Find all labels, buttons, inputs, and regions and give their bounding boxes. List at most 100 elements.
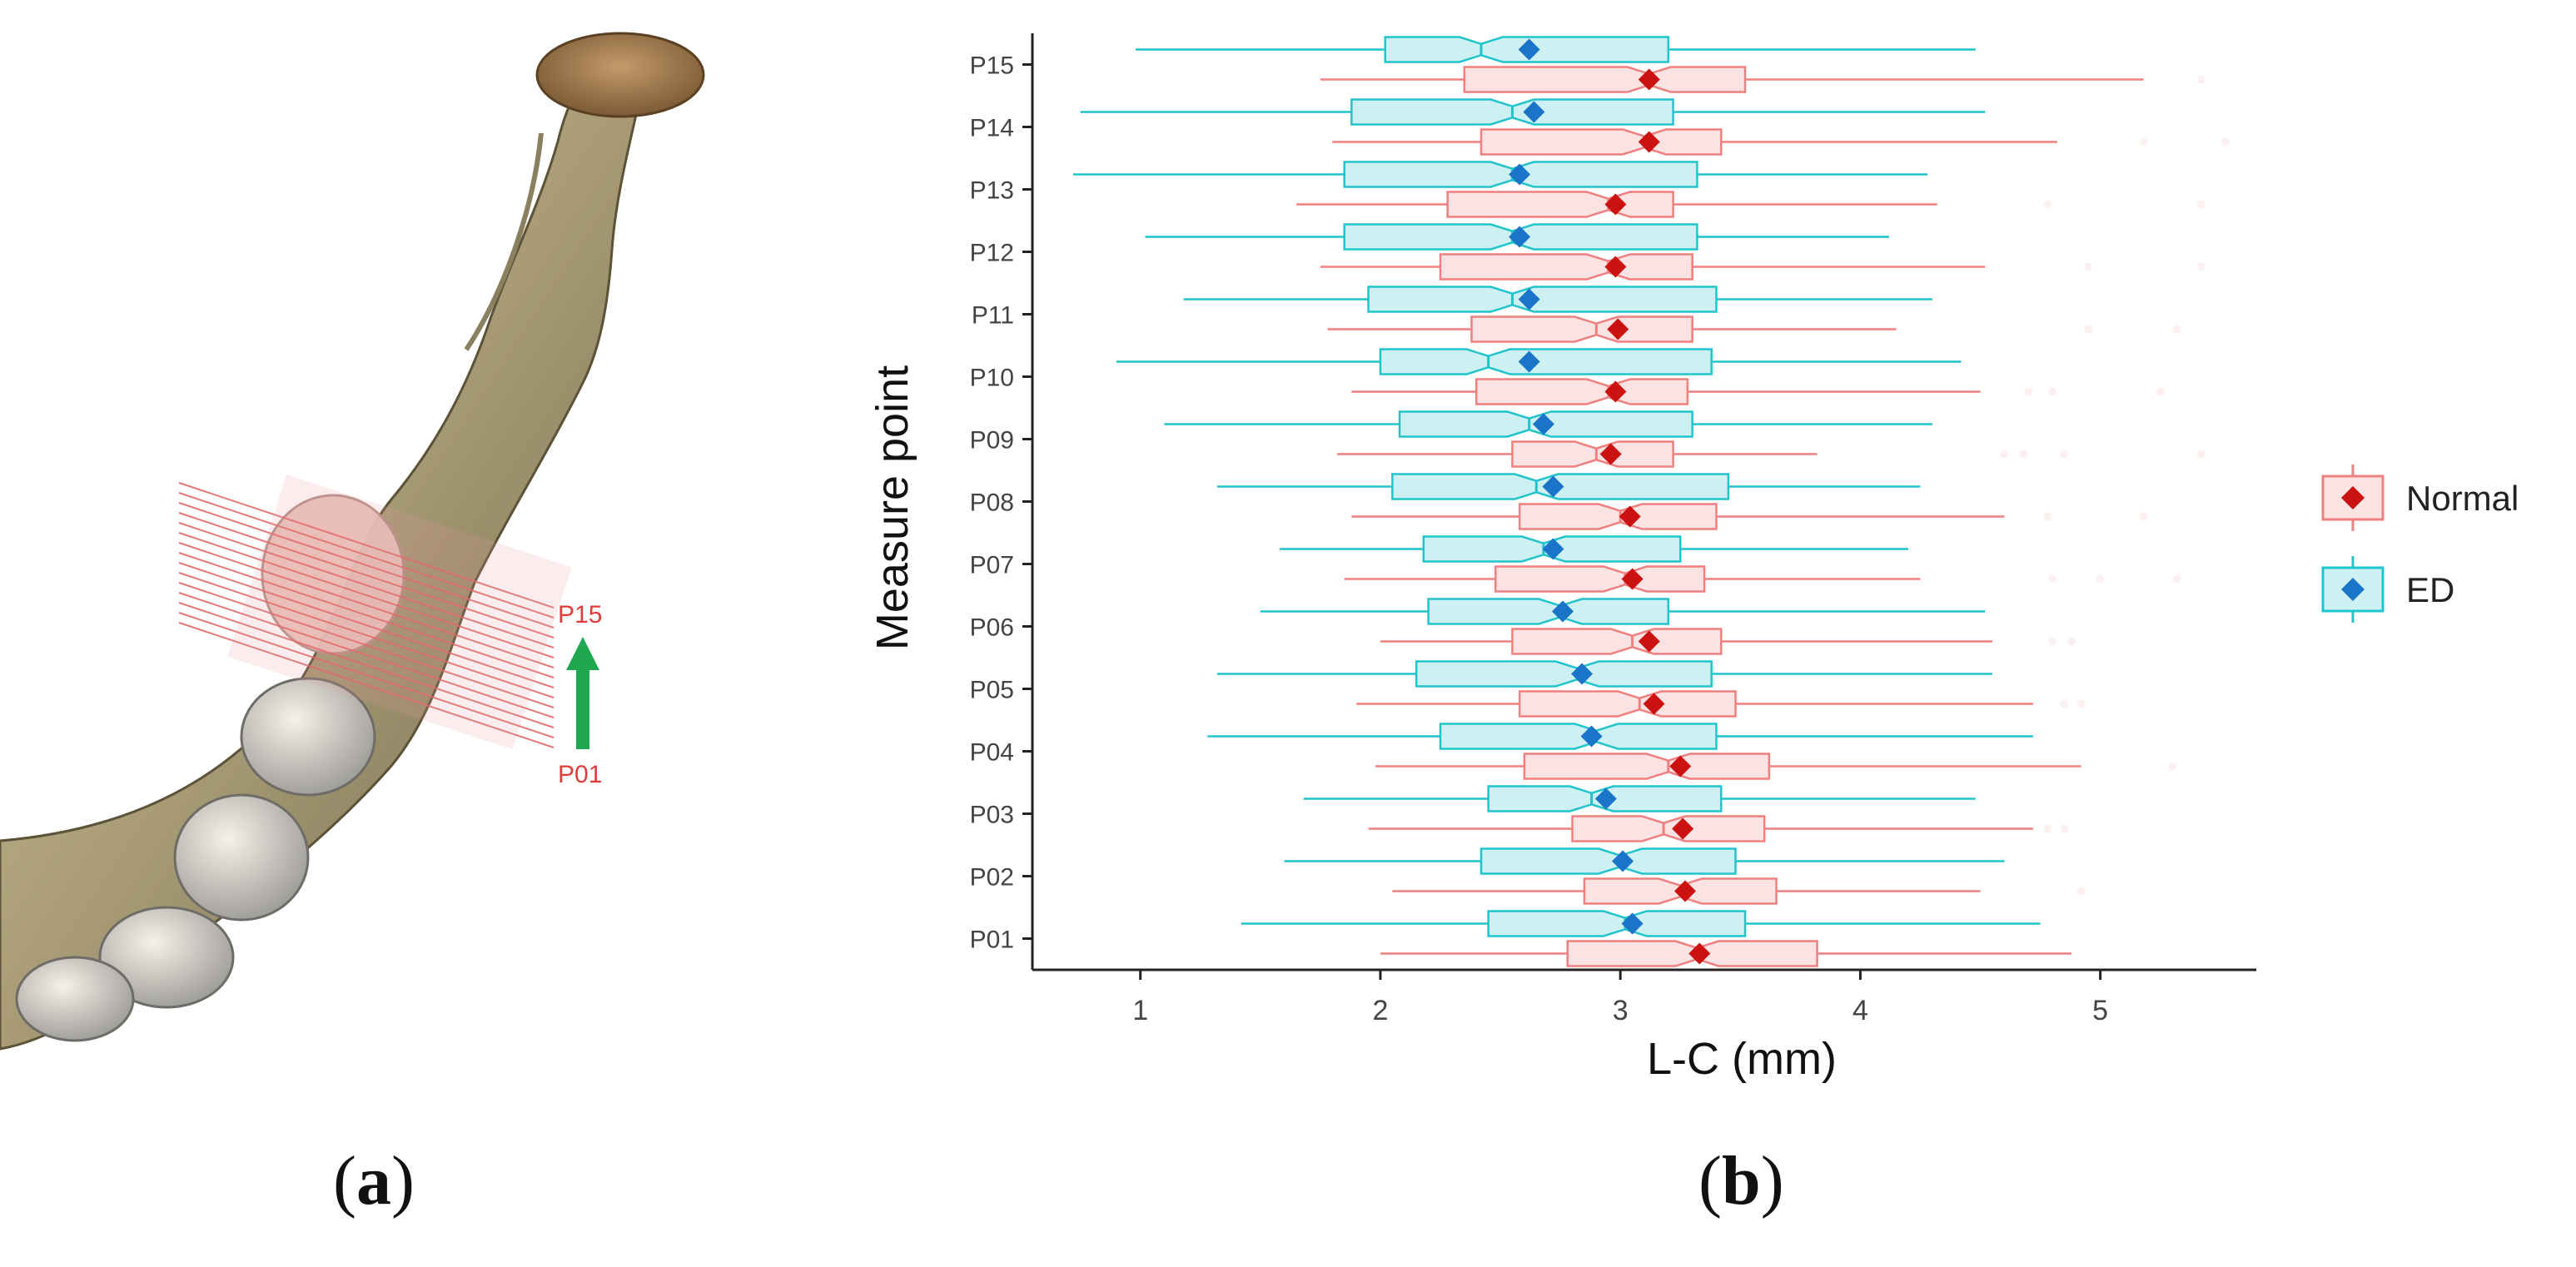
mean-marker xyxy=(1580,725,1603,748)
box-group xyxy=(1216,660,1992,688)
outlier-point xyxy=(2172,325,2181,334)
y-tick-label: P12 xyxy=(970,240,1014,267)
box-group xyxy=(1260,598,1986,625)
box xyxy=(1439,723,1718,750)
arrow-up-icon xyxy=(566,637,599,749)
mean-marker xyxy=(1542,475,1564,498)
outlier-point xyxy=(2043,824,2052,833)
mean-marker xyxy=(1688,942,1711,965)
outlier-point xyxy=(2084,262,2093,271)
box xyxy=(1518,690,1737,718)
box-group xyxy=(1351,503,2148,530)
mean-marker xyxy=(1509,163,1531,186)
box xyxy=(1463,66,1747,93)
legend: Normal ED xyxy=(2321,465,2519,623)
y-tick-label: P01 xyxy=(970,927,1014,954)
measure-line xyxy=(178,592,554,718)
outlier-point xyxy=(2060,450,2069,459)
mean-marker xyxy=(1518,288,1540,311)
box xyxy=(1518,503,1718,530)
box xyxy=(1439,253,1693,281)
box-group xyxy=(1296,191,2206,218)
legend-label: ED xyxy=(2406,570,2454,609)
measure-region xyxy=(227,475,572,749)
caption-b: (b) xyxy=(1698,1142,1784,1220)
measure-lines xyxy=(178,482,554,748)
mean-marker xyxy=(1638,131,1660,153)
outlier-point xyxy=(2139,137,2148,147)
outlier-point xyxy=(2139,512,2148,521)
outlier-point xyxy=(2048,574,2056,584)
y-tick-label: P14 xyxy=(970,115,1014,142)
box xyxy=(1427,598,1670,625)
box xyxy=(1379,348,1713,375)
box-group xyxy=(1303,785,1976,812)
label-p15: P15 xyxy=(558,601,602,629)
measure-line xyxy=(178,512,554,638)
box xyxy=(1479,847,1737,875)
mean-marker xyxy=(1552,600,1574,623)
y-tick-label: P10 xyxy=(970,365,1014,392)
box-group xyxy=(1145,223,1889,251)
x-tick-label: 3 xyxy=(1613,995,1629,1026)
mean-marker xyxy=(1532,413,1554,435)
outlier-point xyxy=(2196,200,2206,209)
caption-a: (a) xyxy=(333,1142,415,1220)
outlier-point xyxy=(2019,450,2028,459)
y-tick-label: P15 xyxy=(970,52,1014,80)
legend-mean-marker xyxy=(2341,578,2365,601)
y-tick-label: P09 xyxy=(970,427,1014,455)
box-group xyxy=(1284,847,2005,875)
mean-marker xyxy=(1518,350,1540,373)
outlier-point xyxy=(2076,699,2086,708)
mean-marker xyxy=(1523,101,1545,123)
outlier-point xyxy=(2048,387,2056,396)
box-group xyxy=(1164,410,1932,438)
measure-line xyxy=(178,502,554,629)
outlier-point xyxy=(2060,699,2069,708)
mean-marker xyxy=(1599,443,1622,465)
label-p01: P01 xyxy=(558,761,602,788)
box xyxy=(1523,753,1771,780)
box-group xyxy=(1320,66,2206,93)
measure-line xyxy=(178,612,554,738)
outlier-point xyxy=(2156,387,2165,396)
box-group xyxy=(1116,348,1962,375)
measure-line xyxy=(178,582,554,708)
outlier-point xyxy=(2043,200,2052,209)
box-group xyxy=(1380,628,2076,655)
box xyxy=(1470,316,1693,343)
outlier-point xyxy=(2196,262,2206,271)
box xyxy=(1479,128,1723,156)
box-group xyxy=(1241,910,2041,937)
mean-marker xyxy=(1643,693,1665,715)
box-group xyxy=(1279,535,1909,563)
outlier-point xyxy=(2172,574,2181,584)
tooth-4 xyxy=(15,956,135,1042)
mean-marker xyxy=(1571,663,1594,685)
box-group xyxy=(1183,286,1932,313)
box-group xyxy=(1368,815,2069,842)
mean-marker xyxy=(1604,256,1627,278)
outlier-point xyxy=(2067,637,2076,646)
tooth-3 xyxy=(98,906,235,1009)
box-group xyxy=(1351,378,2165,405)
y-tick-label: P13 xyxy=(970,177,1014,205)
y-tick-label: P04 xyxy=(970,739,1014,767)
y-tick-label: P03 xyxy=(970,802,1014,829)
x-tick-label: 1 xyxy=(1132,995,1148,1026)
condyle xyxy=(535,32,705,118)
box xyxy=(1446,191,1674,218)
outlier-point xyxy=(2048,637,2056,646)
box-group xyxy=(1356,690,2086,718)
box-group xyxy=(1344,565,2181,593)
outlier-point xyxy=(2096,574,2105,584)
y-tick-label: P06 xyxy=(970,614,1014,642)
legend-mean-marker xyxy=(2341,486,2365,509)
measure-line xyxy=(178,602,554,728)
box-group xyxy=(1327,316,2181,343)
mandible-illustration: P15 P01 xyxy=(0,32,705,1051)
box-group xyxy=(1216,473,1921,500)
y-tick-label: P02 xyxy=(970,864,1014,892)
legend-item: Normal xyxy=(2321,465,2519,531)
